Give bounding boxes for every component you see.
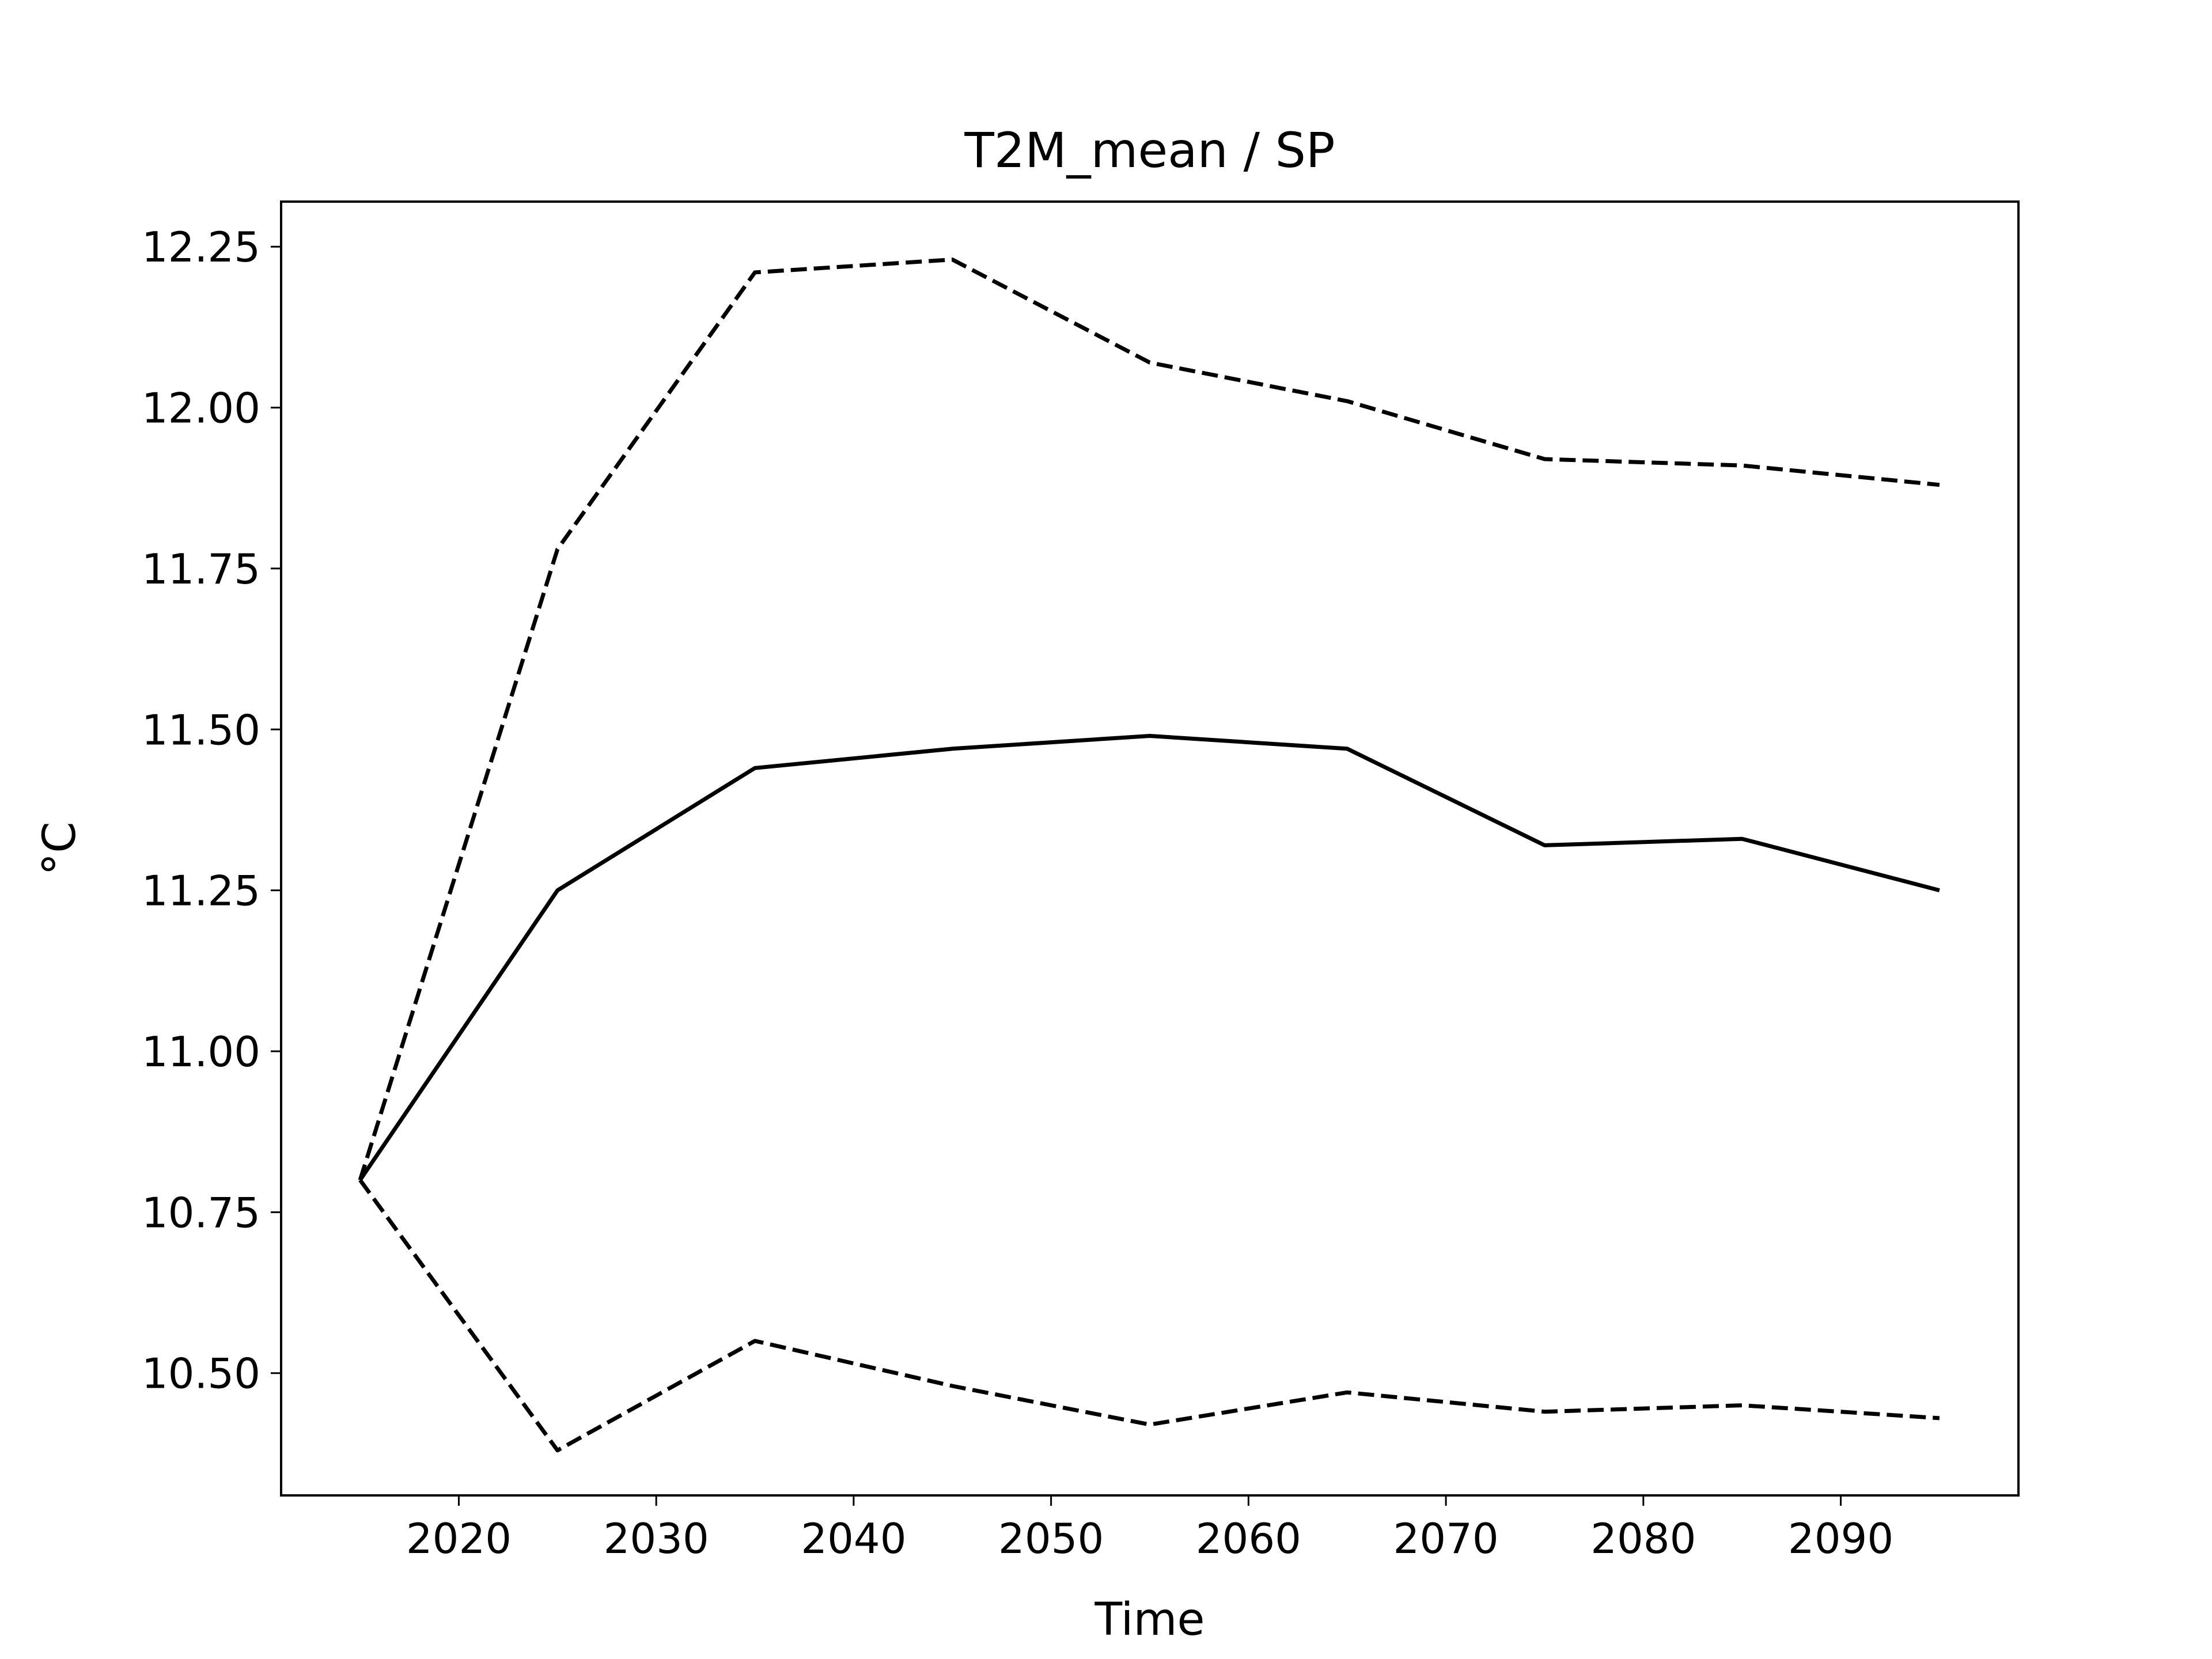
y-tick-label: 11.75	[142, 545, 260, 593]
x-axis-label: Time	[1094, 1594, 1205, 1646]
y-tick-label: 11.25	[142, 867, 260, 915]
y-tick-label: 12.00	[142, 384, 260, 433]
x-tick-label: 2040	[801, 1514, 906, 1563]
x-tick-label: 2090	[1788, 1514, 1893, 1563]
x-tick-label: 2060	[1196, 1514, 1301, 1563]
x-tick-label: 2070	[1393, 1514, 1498, 1563]
y-tick-label: 10.75	[142, 1188, 260, 1237]
y-tick-label: 12.25	[142, 223, 260, 271]
x-tick-label: 2080	[1590, 1514, 1696, 1563]
series-layer	[358, 257, 1940, 1453]
chart-title: T2M_mean / SP	[964, 122, 1335, 179]
y-tick-label: 10.50	[142, 1350, 260, 1398]
y-axis-label: °C	[34, 821, 86, 875]
upper-bound-line	[358, 257, 1940, 1181]
y-tick-label: 11.50	[142, 706, 260, 754]
x-tick-label: 2030	[604, 1514, 709, 1563]
x-tick-label: 2050	[998, 1514, 1104, 1563]
x-axis: 2020 2030 2040 2050 2060 2070 2080 2090	[406, 1495, 1893, 1563]
plot-frame	[280, 200, 2020, 1497]
mean-line	[358, 734, 1940, 1181]
x-tick-label: 2020	[406, 1514, 512, 1563]
y-axis: 10.50 10.75 11.00 11.25 11.50 11.75 12.00 12.25	[142, 223, 281, 1398]
y-tick-label: 11.00	[142, 1028, 260, 1076]
